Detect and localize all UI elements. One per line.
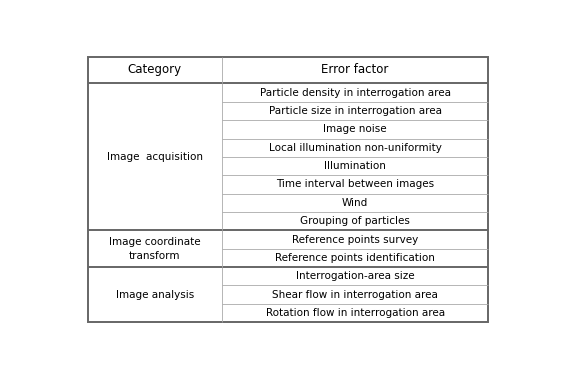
Text: Illumination: Illumination bbox=[324, 161, 386, 171]
Text: Image analysis: Image analysis bbox=[116, 290, 194, 300]
Text: Grouping of particles: Grouping of particles bbox=[300, 216, 410, 226]
Text: Shear flow in interrogation area: Shear flow in interrogation area bbox=[272, 290, 438, 300]
Text: Category: Category bbox=[128, 63, 182, 76]
Text: Particle density in interrogation area: Particle density in interrogation area bbox=[260, 88, 451, 98]
Text: Time interval between images: Time interval between images bbox=[276, 179, 434, 189]
Text: Interrogation-area size: Interrogation-area size bbox=[296, 271, 414, 281]
Text: Local illumination non-uniformity: Local illumination non-uniformity bbox=[269, 143, 442, 153]
Text: Error factor: Error factor bbox=[321, 63, 389, 76]
Text: Image  acquisition: Image acquisition bbox=[107, 152, 203, 162]
Text: Reference points identification: Reference points identification bbox=[275, 253, 435, 263]
Text: Rotation flow in interrogation area: Rotation flow in interrogation area bbox=[266, 308, 445, 318]
Text: Reference points survey: Reference points survey bbox=[292, 234, 418, 244]
Text: Image noise: Image noise bbox=[323, 124, 387, 134]
Text: Particle size in interrogation area: Particle size in interrogation area bbox=[269, 106, 442, 116]
Text: Image coordinate
transform: Image coordinate transform bbox=[109, 237, 201, 261]
Text: Wind: Wind bbox=[342, 198, 368, 208]
